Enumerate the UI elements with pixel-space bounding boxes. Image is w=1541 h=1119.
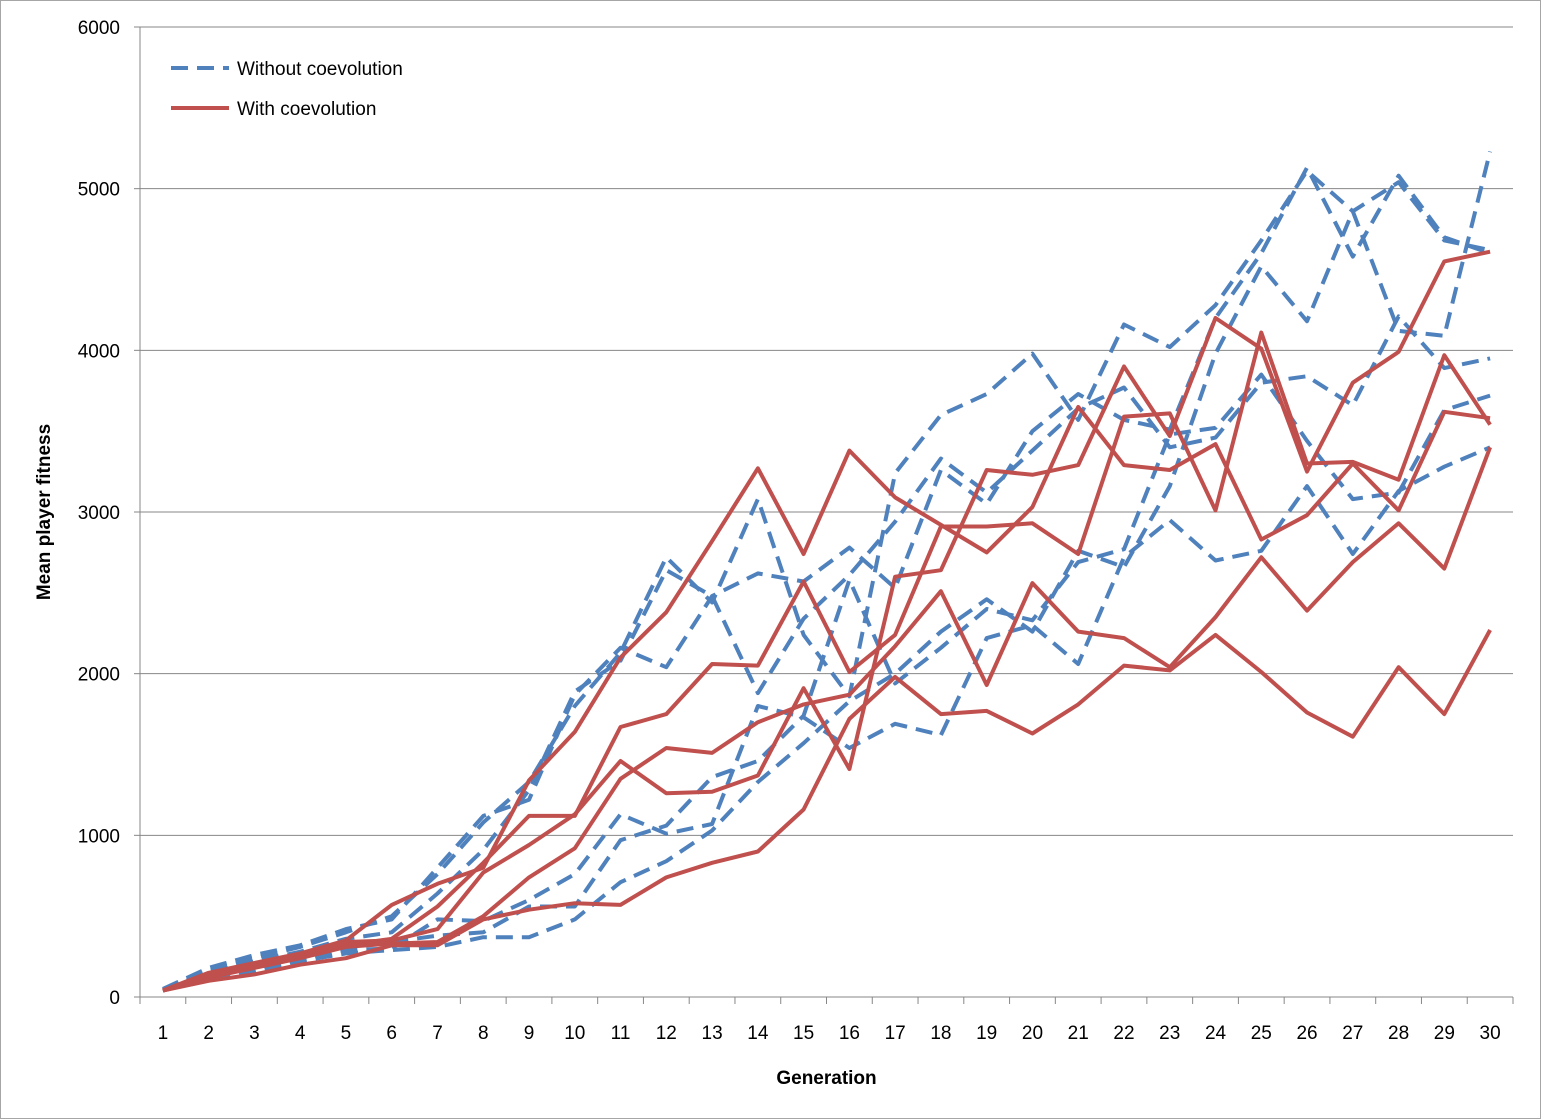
x-tick-label: 3	[249, 1023, 260, 1044]
x-tick-label: 10	[564, 1023, 585, 1044]
x-tick-label: 13	[702, 1023, 723, 1044]
x-tick-label: 9	[524, 1023, 535, 1044]
legend-label: With coevolution	[237, 99, 376, 120]
x-tick-label: 25	[1251, 1023, 1272, 1044]
x-tick-label: 21	[1068, 1023, 1089, 1044]
x-tick-label: 23	[1159, 1023, 1180, 1044]
y-tick-label: 4000	[78, 341, 120, 362]
y-axis-title: Mean player fitness	[34, 424, 55, 600]
x-tick-label: 14	[747, 1023, 769, 1044]
legend-label: Without coevolution	[237, 59, 403, 80]
y-tick-label: 6000	[78, 18, 120, 39]
series-line-with-coevolution	[162, 249, 1491, 993]
x-tick-label: 2	[203, 1023, 214, 1044]
x-tick-label: 29	[1434, 1023, 1455, 1044]
series-line-without-coevolution	[162, 151, 1493, 993]
x-tick-label: 1	[158, 1023, 169, 1044]
y-tick-label: 0	[109, 988, 120, 1009]
x-tick-label: 22	[1113, 1023, 1134, 1044]
series-line-with-coevolution	[162, 446, 1492, 993]
series-line-with-coevolution	[162, 404, 1491, 993]
x-axis-title: Generation	[776, 1068, 876, 1089]
x-tick-label: 24	[1205, 1023, 1227, 1044]
x-tick-label: 30	[1480, 1023, 1501, 1044]
x-tick-label: 15	[793, 1023, 814, 1044]
x-tick-label: 4	[295, 1023, 306, 1044]
y-tick-label: 1000	[78, 826, 120, 847]
y-tick-label: 3000	[78, 503, 120, 524]
y-tick-label: 5000	[78, 180, 120, 201]
x-tick-label: 26	[1296, 1023, 1317, 1044]
x-tick-label: 16	[839, 1023, 860, 1044]
series-line-without-coevolution	[162, 445, 1491, 993]
x-tick-label: 20	[1022, 1023, 1043, 1044]
x-tick-label: 27	[1342, 1023, 1363, 1044]
series-line-without-coevolution	[162, 314, 1491, 993]
y-tick-label: 2000	[78, 665, 120, 686]
x-tick-label: 28	[1388, 1023, 1409, 1044]
x-tick-label: 19	[976, 1023, 997, 1044]
gridlines	[140, 26, 1513, 836]
x-tick-label: 17	[885, 1023, 906, 1044]
x-tick-label: 12	[656, 1023, 677, 1044]
series-line-with-coevolution	[162, 629, 1492, 993]
x-tick-label: 8	[478, 1023, 489, 1044]
x-tick-label: 6	[386, 1023, 397, 1044]
legend: Without coevolution With coevolution	[171, 59, 403, 120]
x-tick-label: 5	[341, 1023, 352, 1044]
x-tick-label: 18	[930, 1023, 951, 1044]
series-line-without-coevolution	[162, 168, 1491, 993]
x-tick-label: 7	[432, 1023, 443, 1044]
series-line-with-coevolution	[162, 330, 1492, 993]
series-line-without-coevolution	[162, 165, 1491, 991]
series-line-without-coevolution	[162, 372, 1491, 993]
series-lines	[162, 151, 1493, 993]
x-tick-label: 11	[611, 1023, 631, 1044]
